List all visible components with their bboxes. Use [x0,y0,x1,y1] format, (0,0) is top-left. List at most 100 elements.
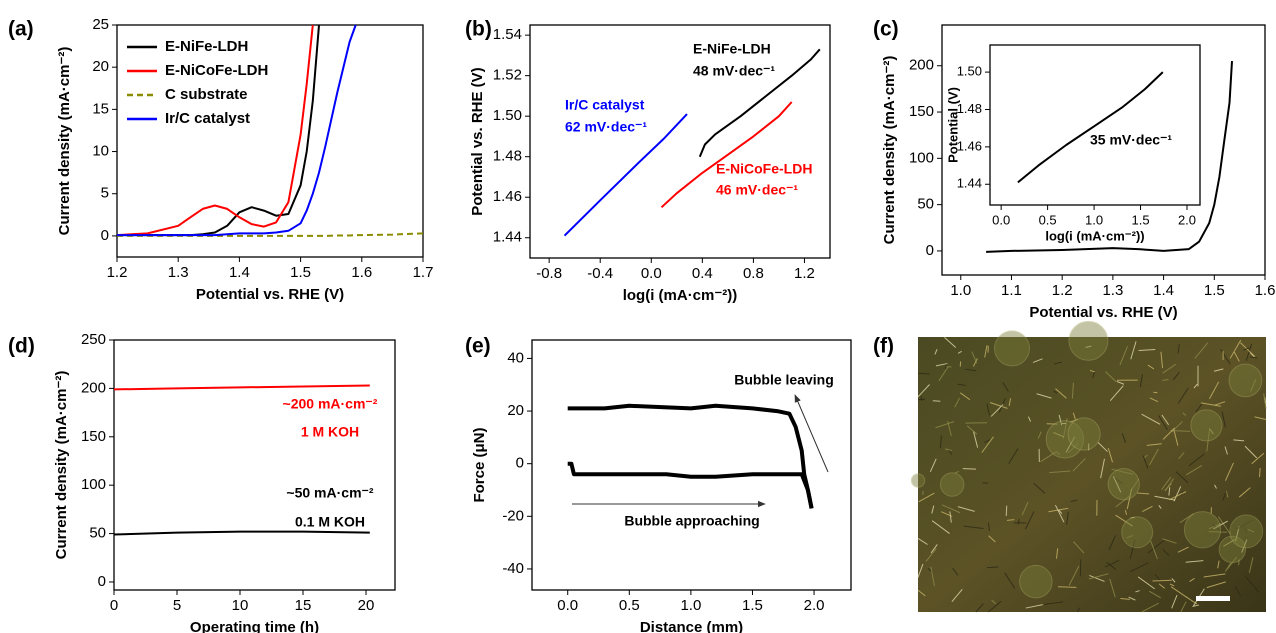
crystal [986,403,990,416]
crystal [1177,344,1180,354]
annotation: 62 mV·dec⁻¹ [565,119,647,135]
crystal [1089,574,1105,582]
annotation: Bubble leaving [734,372,834,388]
crystal [1162,379,1169,382]
bubble [1068,320,1109,361]
crystal [981,436,994,453]
legend-label: E-NiFe-LDH [165,38,248,55]
annotation: 1 M KOH [301,424,359,440]
data-line [986,61,1233,253]
crystal [917,538,928,545]
data-line [113,530,370,536]
x-tick-label: 1.5 [290,264,311,281]
x-tick-label: 1.4 [229,264,250,281]
crystal [1146,443,1162,446]
data-line [698,48,821,158]
crystal [939,435,942,449]
legend-label: E-NiCoFe-LDH [165,62,268,79]
crystal [1137,492,1150,495]
crystal [931,520,950,534]
y-tick-label: 20 [507,402,524,419]
scale-bar [1196,596,1230,601]
x-tick-label: 0.8 [743,265,764,282]
crystal [1189,577,1195,582]
bubble [1107,468,1140,501]
crystal [932,400,941,402]
crystal [1077,607,1080,613]
crystal [918,372,930,375]
crystal [1188,453,1205,467]
crystal [1055,388,1067,399]
crystal [1170,430,1191,432]
x-tick-label: 1.5 [1131,212,1149,227]
crystal [1129,539,1136,560]
x-tick-label: 1.1 [1001,282,1022,299]
x-tick-label: 15 [295,597,312,614]
y-tick-label: 100 [81,476,106,493]
x-tick-label: 1.5 [742,597,763,614]
data-line [1017,71,1164,184]
crystal [986,566,999,569]
crystal [1053,432,1064,438]
annotation: E-NiFe-LDH [693,41,771,57]
crystal [949,511,952,523]
crystal [1054,504,1065,523]
bubble [1190,409,1223,442]
crystal [957,350,962,354]
crystal [944,337,957,348]
bubble [1183,511,1222,549]
crystal [1206,581,1226,589]
crystal [1055,548,1059,559]
annotation: 46 mV·dec⁻¹ [716,182,798,198]
crystal [1170,586,1188,599]
crystal [1017,518,1020,525]
crystal [955,471,960,474]
micrograph [918,337,1266,612]
crystal [1214,401,1226,406]
crystal [935,421,955,429]
data-line [567,403,814,509]
crystal [1108,535,1116,551]
bubble [1045,420,1085,459]
crystal [1243,347,1250,351]
y-tick-label: 150 [81,428,106,445]
y-axis-label: Potential (V) [945,87,960,163]
crystal [988,535,996,543]
crystal [1244,445,1258,459]
crystal [971,351,978,364]
crystal [1068,565,1080,586]
crystal [1185,464,1203,476]
crystal [1105,371,1117,382]
crystal [972,358,978,367]
crystal [1073,541,1085,554]
crystal [984,345,988,358]
crystal [975,603,984,613]
x-tick-label: 1.0 [1085,212,1103,227]
y-tick-label: 1.48 [493,148,522,165]
data-line [563,113,688,237]
crystal [917,384,930,398]
crystal [952,567,959,576]
crystal [1072,412,1076,420]
crystal [1211,523,1224,534]
crystal [1025,604,1043,609]
crystal [1195,403,1203,413]
annotation: ~200 mA·cm⁻² [283,396,378,412]
crystal [984,439,991,444]
crystal [1089,370,1096,373]
crystal [1147,364,1155,370]
crystal [990,404,1004,417]
panel-label: (d) [8,335,35,358]
annotation: 48 mV·dec⁻¹ [693,63,775,79]
crystal [1107,448,1113,463]
panel-label: (c) [873,18,899,41]
crystal [1208,531,1227,533]
y-tick-label: -40 [502,560,524,577]
crystal [1169,491,1187,501]
y-tick-label: 0 [101,227,109,244]
plot-frame [113,339,396,591]
bubble [1019,564,1053,599]
crystal [1162,427,1176,440]
crystal [1222,490,1228,501]
crystal [1154,495,1176,501]
